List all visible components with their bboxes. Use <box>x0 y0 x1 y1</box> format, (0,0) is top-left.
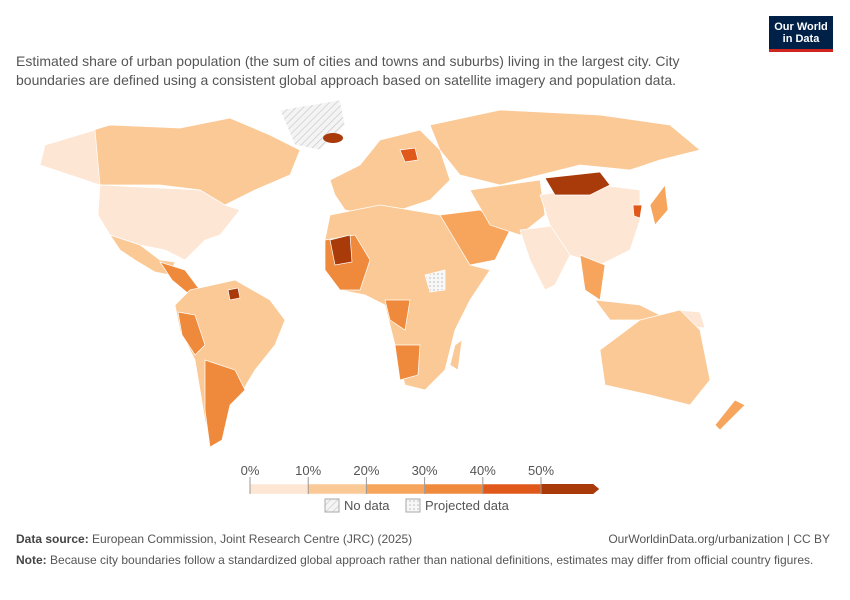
note-label: Note: <box>16 553 47 567</box>
url[interactable]: OurWorldinData.org/urbanization | CC BY <box>608 532 830 546</box>
legend: 0% 10% 20% 30% 40% 50% No data Projected data <box>241 463 600 513</box>
map <box>39 99 746 448</box>
source: Data source: European Commission, Joint … <box>16 532 412 546</box>
logo-line: Our World <box>774 21 828 33</box>
legend-tick-label: 0% <box>241 463 260 478</box>
logo-line: in Data <box>782 33 820 45</box>
legend-swatch <box>482 483 542 495</box>
legend-tick-label: 40% <box>470 463 496 478</box>
subtitle: Estimated share of urban population (the… <box>16 53 680 88</box>
no-data-swatch <box>324 498 340 513</box>
country <box>323 133 343 143</box>
legend-swatch <box>249 483 309 495</box>
legend-swatch <box>366 483 425 495</box>
legend-swatch <box>424 483 484 495</box>
legend-swatch <box>541 484 600 494</box>
note-text: Because city boundaries follow a standar… <box>50 553 814 567</box>
source-label: Data source: <box>16 532 89 546</box>
legend-tick-label: 50% <box>528 463 554 478</box>
no-data-label: No data <box>344 498 390 513</box>
source-text: European Commission, Joint Research Cent… <box>92 532 413 546</box>
legend-swatch <box>307 483 367 495</box>
projected-label: Projected data <box>425 498 510 513</box>
legend-tick-label: 20% <box>353 463 379 478</box>
legend-tick-label: 30% <box>412 463 438 478</box>
note: Note: Because city boundaries follow a s… <box>16 553 836 568</box>
projected-swatch <box>405 498 421 513</box>
legend-tick-label: 10% <box>295 463 321 478</box>
logo[interactable]: Our World in Data <box>769 16 833 52</box>
countries <box>39 99 746 448</box>
